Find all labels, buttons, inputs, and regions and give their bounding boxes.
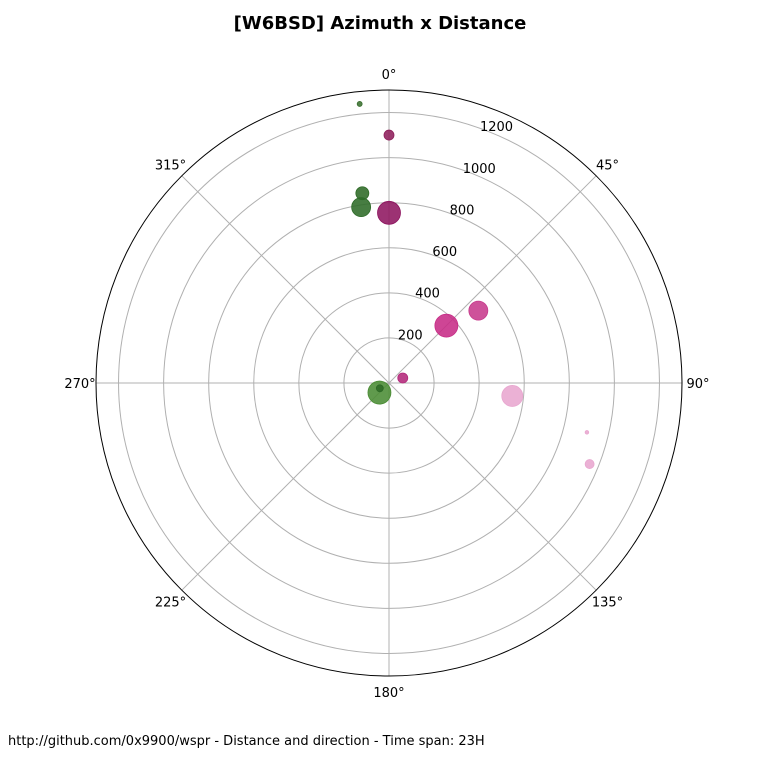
theta-tick-label: 0°: [382, 68, 397, 83]
theta-tick-label: 135°: [592, 595, 623, 610]
polar-grid: [96, 90, 682, 676]
footer-caption: http://github.com/0x9900/wspr - Distance…: [8, 734, 485, 749]
theta-tick-label: 45°: [596, 159, 619, 174]
data-point-5: [468, 300, 489, 321]
data-point-10: [501, 385, 524, 407]
data-point-12: [584, 459, 595, 469]
radial-tick-labels: 200 400 600 800 1000 1200: [398, 120, 513, 343]
theta-tick-label: 225°: [155, 595, 186, 610]
data-points: [351, 101, 595, 469]
data-point-6: [434, 313, 459, 338]
r-tick-label: 200: [398, 328, 423, 343]
data-point-7: [397, 372, 409, 384]
data-point-1: [383, 129, 395, 141]
data-point-3: [351, 197, 372, 218]
grid-spoke-225: [181, 382, 390, 591]
theta-tick-label: 315°: [155, 159, 186, 174]
theta-tick-label: 270°: [64, 377, 95, 392]
angular-tick-labels: 0° 45° 90° 135° 180° 225° 270° 315°: [64, 68, 709, 701]
grid-spoke-45: [388, 175, 597, 384]
grid-spoke-315: [181, 175, 390, 384]
theta-tick-label: 180°: [373, 686, 404, 701]
theta-tick-label: 90°: [686, 377, 709, 392]
r-tick-label: 1000: [463, 162, 496, 177]
r-tick-label: 1200: [480, 120, 513, 135]
data-point-4: [377, 200, 401, 225]
polar-frame: [95, 89, 683, 677]
r-tick-label: 400: [415, 287, 440, 302]
data-point-8: [367, 380, 392, 405]
grid-spoke-135: [388, 382, 597, 591]
data-point-9: [375, 384, 384, 393]
r-tick-label: 800: [450, 203, 475, 218]
data-point-11: [584, 430, 590, 435]
r-tick-label: 600: [432, 245, 457, 260]
data-point-0: [356, 101, 363, 107]
chart-title: [W6BSD] Azimuth x Distance: [234, 13, 527, 34]
